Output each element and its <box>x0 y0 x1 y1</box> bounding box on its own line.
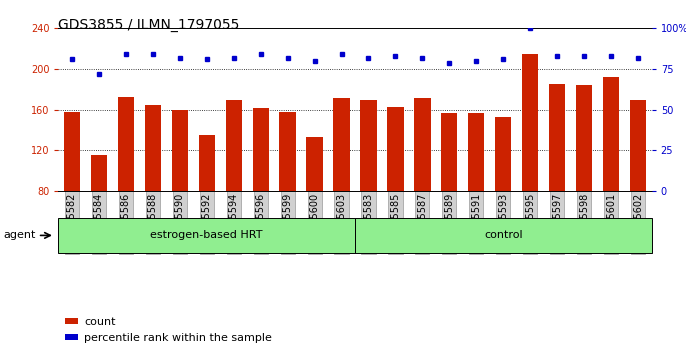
Bar <box>252 108 269 191</box>
Bar <box>118 97 134 191</box>
Bar <box>226 99 241 191</box>
Bar <box>279 112 296 191</box>
Bar <box>630 99 646 191</box>
Text: estrogen-based HRT: estrogen-based HRT <box>150 230 263 240</box>
Bar <box>469 113 484 191</box>
Bar <box>495 117 512 191</box>
Bar <box>549 84 565 191</box>
Text: count: count <box>84 317 116 327</box>
Bar <box>307 137 322 191</box>
Text: control: control <box>484 230 523 240</box>
Bar <box>414 97 431 191</box>
Bar <box>91 154 107 191</box>
Bar <box>388 107 403 191</box>
Bar <box>198 135 215 191</box>
Bar <box>360 99 377 191</box>
Bar <box>172 110 188 191</box>
Bar <box>603 77 619 191</box>
Text: agent: agent <box>3 230 36 240</box>
Bar <box>65 334 78 340</box>
Text: percentile rank within the sample: percentile rank within the sample <box>84 333 272 343</box>
Bar <box>441 113 458 191</box>
Bar <box>333 97 350 191</box>
Text: GDS3855 / ILMN_1797055: GDS3855 / ILMN_1797055 <box>58 18 239 32</box>
Bar <box>576 85 592 191</box>
Bar <box>65 318 78 324</box>
Bar <box>145 105 161 191</box>
Bar <box>64 112 80 191</box>
Bar <box>522 54 539 191</box>
